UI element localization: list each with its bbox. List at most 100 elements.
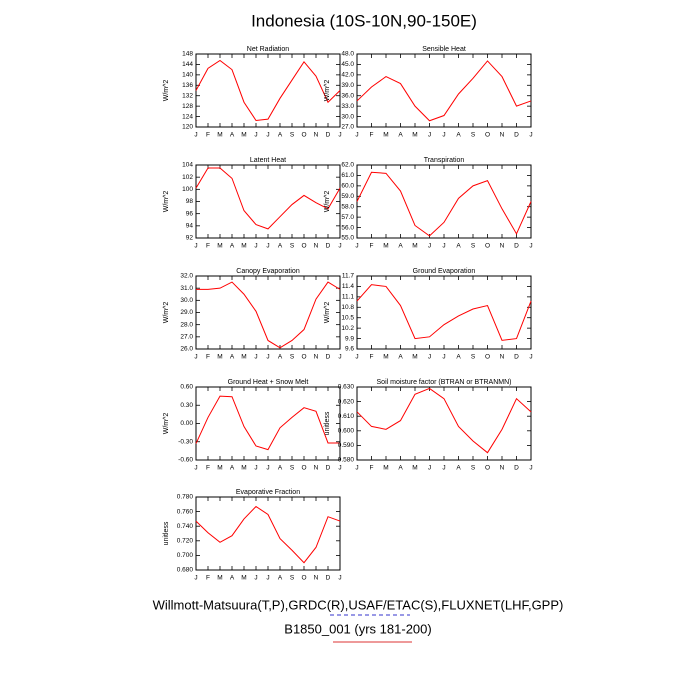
x-tick-label: O [301,354,306,361]
x-tick-label: S [290,243,295,250]
x-tick-label: S [471,132,476,139]
x-tick-label: J [529,354,532,361]
x-tick-label: M [241,465,246,472]
y-axis-label: W/m^2 [163,191,170,213]
x-tick-label: J [254,465,257,472]
x-tick-label: S [471,465,476,472]
y-tick-label: 0.580 [338,457,355,464]
x-tick-label: N [314,132,319,139]
x-tick-label: J [428,243,431,250]
x-tick-label: J [529,243,532,250]
x-tick-label: F [370,465,374,472]
y-tick-label: 0.740 [177,523,194,530]
x-tick-label: J [355,243,358,250]
y-tick-label: 30.0 [341,113,354,120]
x-tick-label: J [338,132,341,139]
y-tick-label: 136 [182,82,193,89]
y-tick-label: 10.8 [341,304,354,311]
x-tick-label: A [398,465,403,472]
y-tick-label: 9.6 [345,346,354,353]
y-axis-label: W/m^2 [324,191,331,213]
x-tick-label: M [412,354,417,361]
y-tick-label: 0.30 [180,402,193,409]
y-tick-label: 102 [182,174,193,181]
y-tick-label: 56.0 [341,224,354,231]
x-tick-label: A [230,465,235,472]
y-tick-label: 39.0 [341,82,354,89]
x-tick-label: D [326,354,331,361]
plot-frame [356,275,532,350]
plot-frame [195,164,341,239]
y-tick-label: 33.0 [341,103,354,110]
x-tick-label: M [241,243,246,250]
x-tick-label: M [383,132,388,139]
x-tick-label: F [206,354,210,361]
x-tick-label: M [217,354,222,361]
y-axis-label: W/m^2 [163,80,170,102]
x-tick-label: J [442,465,445,472]
y-tick-label: 124 [182,113,193,120]
x-tick-label: J [442,354,445,361]
data-line [356,60,532,122]
x-tick-label: J [338,243,341,250]
y-tick-label: 0.590 [338,442,355,449]
panel-title: Soil moisture factor (BTRAN or BTRANMN) [377,379,512,386]
y-tick-label: 58.0 [341,203,354,210]
x-tick-label: F [370,132,374,139]
y-tick-label: 11.4 [342,283,355,290]
y-tick-label: 29.0 [180,309,193,316]
y-tick-label: 0.60 [180,384,193,391]
y-tick-label: 61.0 [341,172,354,179]
panel-title: Ground Heat + Snow Melt [228,379,309,386]
y-tick-label: 27.0 [341,124,354,131]
y-axis-label: W/m^2 [163,302,170,324]
x-tick-label: N [314,575,319,582]
x-tick-label: N [500,243,505,250]
data-line [195,395,340,451]
data-line [195,505,341,564]
x-tick-label: S [290,354,295,361]
y-tick-label: 94 [186,223,194,230]
y-tick-label: 0.600 [338,428,355,435]
x-tick-label: A [230,354,235,361]
y-tick-label: 10.2 [341,325,354,332]
x-tick-label: J [194,465,197,472]
y-tick-label: 0.760 [177,508,194,515]
x-tick-label: M [217,132,222,139]
y-tick-label: 30.0 [180,297,193,304]
x-tick-label: J [428,465,431,472]
x-tick-label: M [217,575,222,582]
x-tick-label: D [514,354,519,361]
data-line [196,281,341,349]
x-tick-label: S [290,575,295,582]
x-tick-label: F [370,354,374,361]
x-tick-label: J [355,465,358,472]
x-tick-label: O [301,575,306,582]
plot-frame [356,53,532,128]
x-tick-label: A [456,132,461,139]
x-tick-label: J [194,575,197,582]
y-tick-label: 36.0 [341,92,354,99]
y-tick-label: 11.7 [342,273,355,280]
footer-line: Willmott-Matsuura(T,P),GRDC(R),USAF/ETAC… [153,597,564,612]
y-tick-label: 0.720 [177,538,194,545]
x-tick-label: A [278,354,283,361]
x-tick-label: J [266,575,269,582]
x-tick-label: D [326,243,331,250]
y-axis-label: W/m^2 [163,413,170,435]
y-tick-label: 100 [182,186,193,193]
data-line [356,284,532,341]
y-tick-label: 0.620 [338,398,355,405]
x-tick-label: J [428,354,431,361]
x-tick-label: J [194,132,197,139]
y-tick-label: 0.610 [338,413,355,420]
y-tick-label: 0.680 [177,567,194,574]
x-tick-label: N [500,132,505,139]
y-tick-label: 92 [186,235,194,242]
y-tick-label: 32.0 [180,273,193,280]
x-tick-label: F [206,243,210,250]
y-tick-label: 48.0 [341,51,354,58]
x-tick-label: A [278,465,283,472]
x-tick-label: O [301,465,306,472]
